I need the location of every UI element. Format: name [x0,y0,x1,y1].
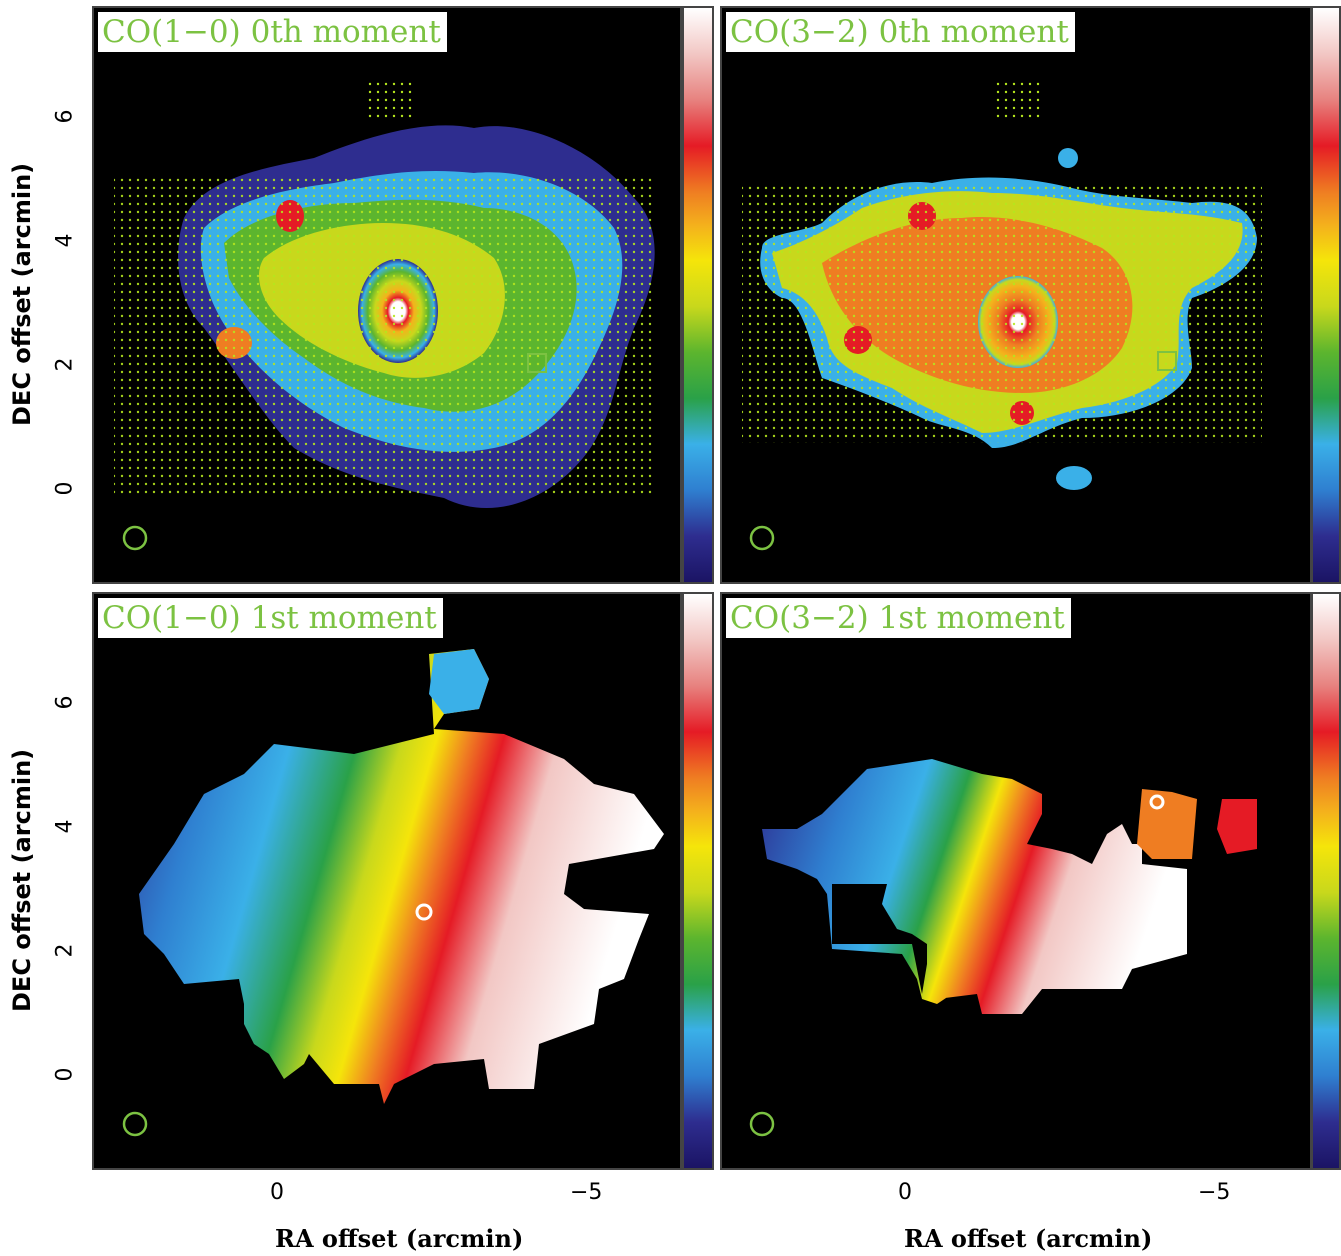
panel-co32-moment1: CO(3−2) 1st moment [720,592,1312,1170]
panel-co10-moment1: CO(1−0) 1st moment [92,592,682,1170]
x-axis-label-left: RA offset (arcmin) [275,1224,524,1253]
beam-icon [749,525,775,551]
panel-co32-moment0: CO(3−2) 0th moment [720,6,1312,584]
reference-marker [527,353,547,373]
contour-dots [742,183,1262,443]
y-tick-0-bottom: 0 [52,1067,78,1082]
clump-north [1058,148,1078,168]
co10-moment1-map [122,649,664,1137]
x-tick-minus5-right: −5 [1198,1180,1231,1205]
velocity-field [139,649,664,1104]
velocity-ring [1149,794,1165,810]
contour-dots-top [364,78,414,118]
y-tick-2-bottom: 2 [52,943,78,958]
velocity-ring [415,903,433,921]
x-tick-0-right: 0 [898,1180,912,1205]
northeast-clump [1137,789,1197,859]
contour-dots-top [992,78,1042,118]
y-tick-6-top: 6 [52,109,78,124]
panel-title: CO(3−2) 1st moment [726,598,1071,638]
panel-co10-moment0: CO(1−0) 0th moment [92,6,682,584]
colorbar-br [1311,592,1341,1170]
y-tick-6-bottom: 6 [52,695,78,710]
co32-moment0-map [742,78,1262,551]
blueshift-patch [429,649,489,714]
panel-title: CO(1−0) 0th moment [98,12,447,52]
y-tick-0-top: 0 [52,481,78,496]
clump-south [1056,466,1092,490]
panel-title: CO(1−0) 1st moment [98,598,443,638]
beam-icon [122,1111,148,1137]
velocity-field [762,759,1187,1014]
beam-icon [122,525,148,551]
colorbar-tr [1311,6,1341,584]
x-tick-0-left: 0 [270,1180,284,1205]
beam-icon [749,1111,775,1137]
colorbar-bl [682,592,714,1170]
panel-title: CO(3−2) 0th moment [726,12,1075,52]
y-axis-label-top: DEC offset (arcmin) [8,162,36,426]
x-axis-label-right: RA offset (arcmin) [904,1224,1153,1253]
colorbar-tl [682,6,714,584]
x-tick-minus5-left: −5 [570,1180,603,1205]
co10-moment0-map [114,78,655,551]
y-tick-4-bottom: 4 [52,819,78,834]
contour-dots [114,178,654,498]
far-east-clump [1217,799,1257,854]
co32-moment1-map [749,759,1257,1137]
y-tick-4-top: 4 [52,233,78,248]
y-tick-2-top: 2 [52,357,78,372]
y-axis-label-bottom: DEC offset (arcmin) [8,748,36,1012]
reference-marker [1157,351,1177,371]
